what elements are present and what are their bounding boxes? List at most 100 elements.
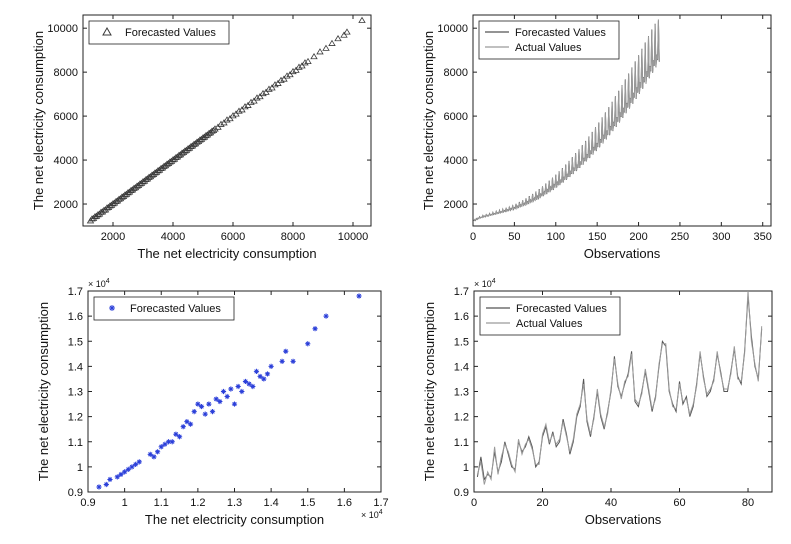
y-tick-label: 1.4 xyxy=(68,361,83,373)
y-tick-label: 1 xyxy=(77,462,83,474)
y-tick-label: 10000 xyxy=(437,23,468,35)
y-tick-label: 1.1 xyxy=(68,437,83,449)
x-tick-label: 300 xyxy=(712,231,730,243)
series-marks xyxy=(473,19,660,222)
legend: Forecasted Values xyxy=(93,296,235,321)
y-axis-label: The net electricity consumption xyxy=(31,31,46,210)
y-tick-label: 0.9 xyxy=(68,487,83,499)
y-tick-label: 10000 xyxy=(47,23,78,35)
y-tick-label: 6000 xyxy=(444,111,468,123)
x-axis-multiplier: × 104 xyxy=(361,509,383,520)
data-point xyxy=(268,84,276,91)
data-point xyxy=(289,67,297,75)
legend-box xyxy=(478,20,620,60)
data-point xyxy=(323,313,329,319)
y-tick-label: 4000 xyxy=(54,155,78,167)
data-point xyxy=(356,293,362,299)
x-tick-label: 0 xyxy=(471,497,477,509)
data-point xyxy=(220,388,227,395)
y-tick-label: 0.9 xyxy=(454,487,469,499)
data-point xyxy=(238,106,246,113)
data-point xyxy=(265,85,273,92)
y-tick-label: 1.5 xyxy=(68,336,83,348)
legend: Forecasted Values xyxy=(88,20,230,45)
data-point xyxy=(280,75,288,82)
data-point xyxy=(129,464,135,470)
data-point xyxy=(250,383,256,390)
y-tick-label: 8000 xyxy=(444,67,468,79)
data-point xyxy=(228,386,234,392)
data-point xyxy=(147,451,153,457)
x-tick-label: 50 xyxy=(508,231,520,243)
data-point xyxy=(213,396,219,402)
data-point xyxy=(217,398,223,405)
data-point xyxy=(286,71,294,78)
y-tick-label: 1.2 xyxy=(454,412,469,424)
y-tick-label: 1.7 xyxy=(454,286,469,298)
series-marks xyxy=(476,290,763,485)
x-tick-label: 8000 xyxy=(281,231,305,243)
x-tick-label: 1.4 xyxy=(263,497,278,509)
data-point xyxy=(242,378,249,385)
data-point xyxy=(312,326,318,332)
data-point xyxy=(224,393,230,400)
data-point xyxy=(202,411,208,417)
data-point xyxy=(191,409,197,415)
data-point xyxy=(206,401,212,407)
data-point xyxy=(271,81,279,88)
data-point xyxy=(295,63,303,70)
data-point xyxy=(292,66,300,73)
y-tick-label: 8000 xyxy=(54,67,78,79)
legend-label-series-2: Actual Values xyxy=(516,318,583,330)
data-point xyxy=(125,466,131,472)
data-point xyxy=(328,39,336,46)
y-tick-label: 1 xyxy=(463,462,469,474)
x-tick-label: 1.5 xyxy=(300,497,315,509)
y-axis-label: The net electricity consumption xyxy=(422,302,437,481)
data-point xyxy=(162,441,168,447)
y-tick-label: 2000 xyxy=(54,199,78,211)
data-point xyxy=(262,88,270,95)
data-point xyxy=(114,474,120,480)
legend-label-series-1: Forecasted Values xyxy=(125,27,216,39)
data-point xyxy=(118,471,124,478)
data-point xyxy=(301,59,309,66)
data-point xyxy=(136,459,142,465)
y-tick-label: 2000 xyxy=(444,199,468,211)
x-tick-label: 0.9 xyxy=(80,497,95,509)
data-point xyxy=(264,371,271,377)
data-point xyxy=(133,461,139,467)
x-tick-label: 1.3 xyxy=(227,497,242,509)
data-point xyxy=(209,126,218,134)
x-tick-label: 1 xyxy=(122,497,128,509)
y-tick-label: 1.3 xyxy=(454,387,469,399)
y-tick-label: 1.4 xyxy=(454,361,469,373)
data-point xyxy=(235,383,241,390)
data-point xyxy=(343,28,351,35)
data-point xyxy=(247,98,255,105)
legend-label-series-1: Forecasted Values xyxy=(515,27,606,39)
legend-box xyxy=(479,296,621,336)
data-point xyxy=(198,403,205,410)
y-axis-label: The net electricity consumption xyxy=(36,302,51,481)
x-axis-label: Observations xyxy=(585,512,662,527)
x-tick-label: 0 xyxy=(470,231,476,243)
data-point xyxy=(340,31,348,38)
legend-label-series-1: Forecasted Values xyxy=(516,303,607,315)
data-point xyxy=(154,449,161,455)
data-point xyxy=(195,401,201,407)
data-point xyxy=(334,34,342,42)
x-tick-label: 40 xyxy=(605,497,617,509)
data-point xyxy=(298,62,306,69)
plot-scatter-bottom-left: × 104 × 104 The net electricity consumpt… xyxy=(36,278,389,527)
data-point xyxy=(209,409,216,415)
data-point xyxy=(241,103,249,110)
data-point xyxy=(316,48,324,55)
data-point xyxy=(256,92,264,100)
x-tick-label: 150 xyxy=(588,231,606,243)
data-point xyxy=(277,76,285,83)
data-point xyxy=(259,89,267,97)
data-point xyxy=(223,116,231,123)
legend: Forecasted Values Actual Values xyxy=(479,296,621,336)
data-point xyxy=(151,454,157,460)
